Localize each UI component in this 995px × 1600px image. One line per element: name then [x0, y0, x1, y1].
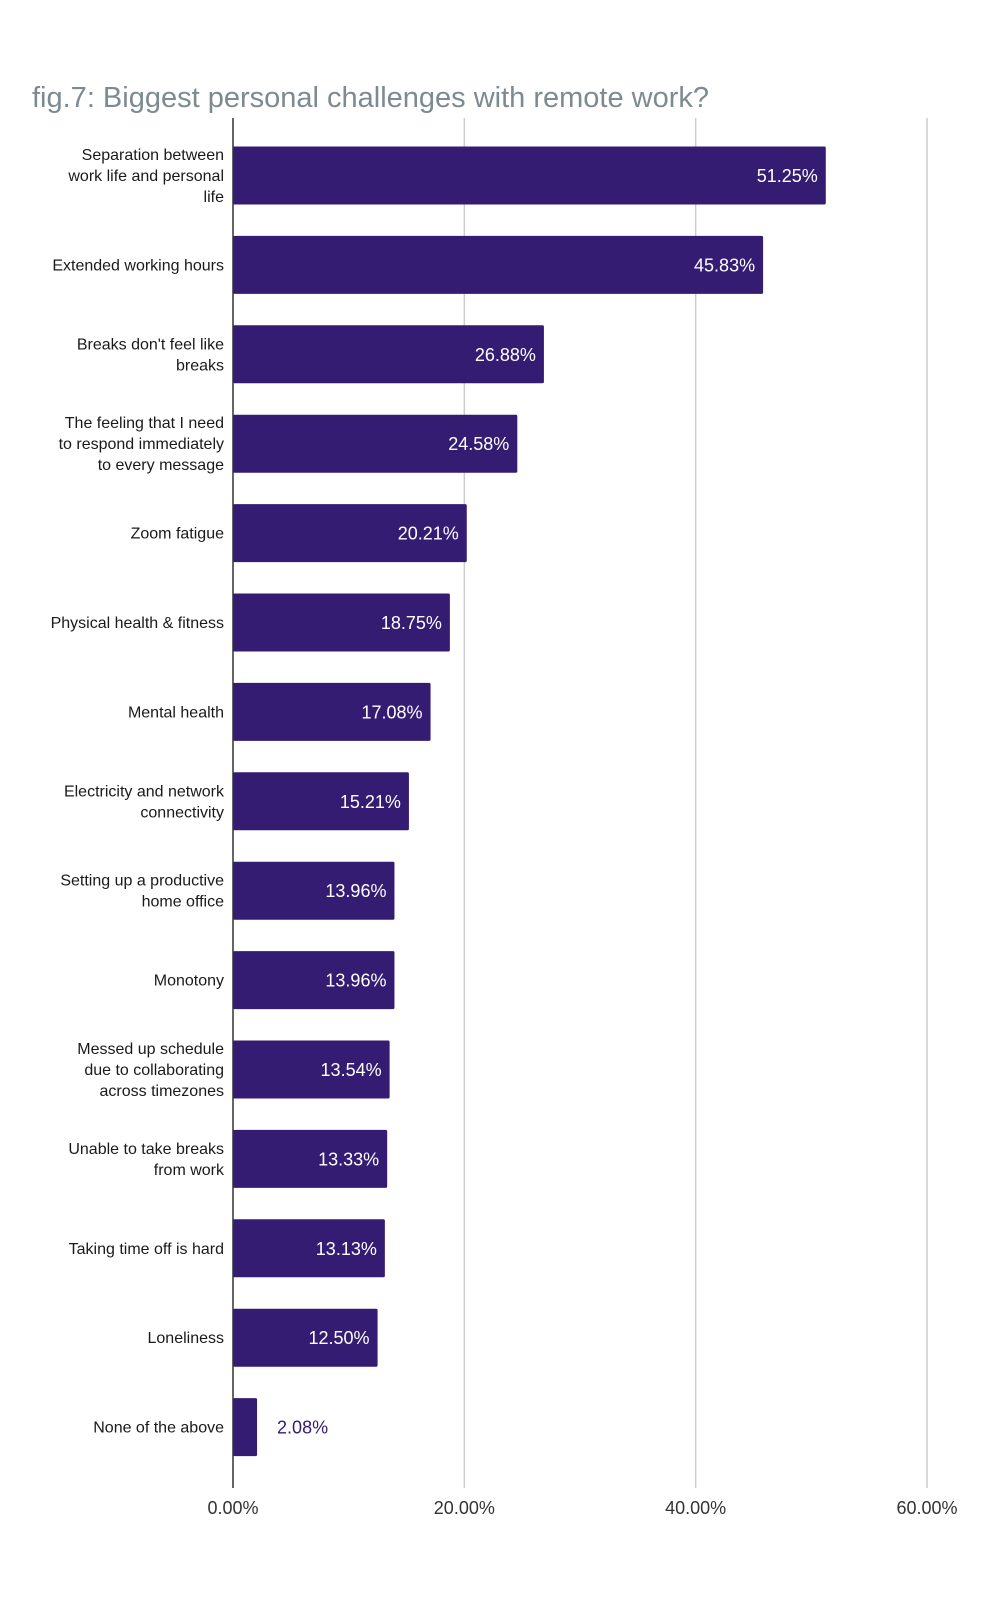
value-label: 13.96%: [325, 971, 386, 991]
category-label: Separation between work life and personal…: [67, 147, 224, 206]
category-label: Zoom fatigue: [131, 526, 224, 543]
category-label: Loneliness: [148, 1330, 225, 1347]
value-label: 26.88%: [475, 345, 536, 365]
value-label: 51.25%: [757, 166, 818, 186]
category-label: Extended working hours: [52, 257, 224, 274]
value-label: 15.21%: [340, 792, 401, 812]
bar: [233, 951, 395, 1010]
value-labels: 51.25% 45.83% 26.88% 24.58% 20.21% 18.75% 17.0…: [277, 166, 818, 1438]
chart-title: fig.7: Biggest personal challenges with …: [32, 82, 710, 114]
bar: [233, 861, 395, 920]
x-tick-label: 60.00%: [896, 1498, 957, 1518]
x-axis-ticks: 0.00% 20.00% 40.00% 60.00%: [207, 1498, 957, 1518]
x-tick-label: 20.00%: [434, 1498, 495, 1518]
value-label: 24.58%: [448, 434, 509, 454]
bar: [233, 504, 467, 563]
bar: [233, 682, 431, 741]
category-label: The feeling that I need to respond immedi…: [59, 415, 225, 474]
bar: [233, 1040, 390, 1099]
value-label: 13.13%: [316, 1239, 377, 1259]
bar: [233, 414, 518, 473]
category-label: Taking time off is hard: [69, 1241, 224, 1258]
bar: [233, 235, 764, 294]
bar: [233, 1308, 378, 1367]
bar: [233, 1219, 385, 1278]
x-tick-label: 40.00%: [665, 1498, 726, 1518]
category-label: Breaks don't feel like breaks: [77, 336, 224, 374]
bar: [233, 1129, 388, 1188]
value-label: 13.54%: [321, 1060, 382, 1080]
value-label: 13.96%: [325, 881, 386, 901]
bar: [233, 593, 450, 652]
category-label: Mental health: [128, 704, 224, 721]
value-label: 13.33%: [318, 1149, 379, 1169]
bar: [233, 772, 409, 831]
bars: [233, 146, 826, 1457]
category-label: Monotony: [154, 973, 224, 990]
value-label: 18.75%: [381, 613, 442, 633]
category-labels: Separation between work life and personal…: [51, 147, 225, 1437]
category-label: Unable to take breaks from work: [68, 1141, 225, 1179]
bar: [233, 146, 826, 205]
category-label: Setting up a productive home office: [60, 873, 224, 911]
value-label: 2.08%: [277, 1418, 328, 1438]
x-tick-label: 0.00%: [207, 1498, 258, 1518]
category-label: Electricity and network connectivity: [64, 783, 225, 821]
value-label: 45.83%: [694, 255, 755, 275]
category-label: None of the above: [93, 1420, 224, 1437]
value-label: 12.50%: [309, 1328, 370, 1348]
category-label: Messed up schedule due to collaborating ac…: [77, 1041, 224, 1100]
bar: [233, 1398, 258, 1457]
bar: [233, 325, 544, 384]
value-label: 20.21%: [398, 524, 459, 544]
category-label: Physical health & fitness: [51, 615, 224, 632]
value-label: 17.08%: [361, 702, 422, 722]
gridlines: [463, 118, 928, 1488]
